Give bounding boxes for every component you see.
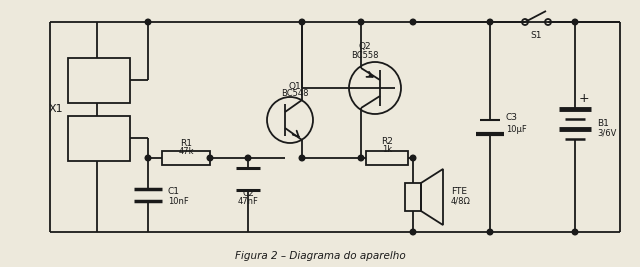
Text: 10μF: 10μF (506, 124, 527, 134)
Text: C1: C1 (168, 187, 180, 195)
Circle shape (245, 155, 251, 161)
Circle shape (410, 229, 416, 235)
Text: C2: C2 (242, 189, 254, 198)
Text: Figura 2 – Diagrama do aparelho: Figura 2 – Diagrama do aparelho (235, 251, 405, 261)
Circle shape (487, 19, 493, 25)
Circle shape (410, 155, 416, 161)
Text: R2: R2 (381, 138, 393, 147)
Text: S1: S1 (531, 30, 541, 40)
Circle shape (410, 19, 416, 25)
Circle shape (572, 229, 578, 235)
Text: BC558: BC558 (351, 50, 379, 60)
Bar (162, 151, 210, 165)
Text: C3: C3 (506, 112, 518, 121)
Text: 3/6V: 3/6V (597, 128, 616, 138)
Circle shape (572, 19, 578, 25)
Text: X1: X1 (49, 104, 63, 114)
Text: 47nF: 47nF (237, 197, 259, 206)
Circle shape (358, 19, 364, 25)
Text: B1: B1 (597, 119, 609, 128)
Text: 1k: 1k (382, 146, 392, 155)
Bar (405, 183, 421, 211)
Circle shape (300, 19, 305, 25)
Circle shape (207, 155, 212, 161)
Text: +: + (579, 92, 589, 105)
Text: 10nF: 10nF (168, 197, 189, 206)
Circle shape (358, 155, 364, 161)
Text: 47k: 47k (179, 147, 194, 156)
Circle shape (487, 229, 493, 235)
Text: 4/8Ω: 4/8Ω (451, 197, 471, 206)
Bar (68, 116, 130, 161)
Text: BC548: BC548 (281, 89, 308, 99)
Circle shape (145, 155, 151, 161)
Circle shape (300, 155, 305, 161)
Bar (366, 151, 408, 165)
Text: Q2: Q2 (358, 41, 371, 50)
Circle shape (145, 19, 151, 25)
Text: FTE: FTE (451, 187, 467, 195)
Bar (68, 58, 130, 103)
Text: Q1: Q1 (289, 81, 301, 91)
Text: R1: R1 (180, 139, 192, 148)
